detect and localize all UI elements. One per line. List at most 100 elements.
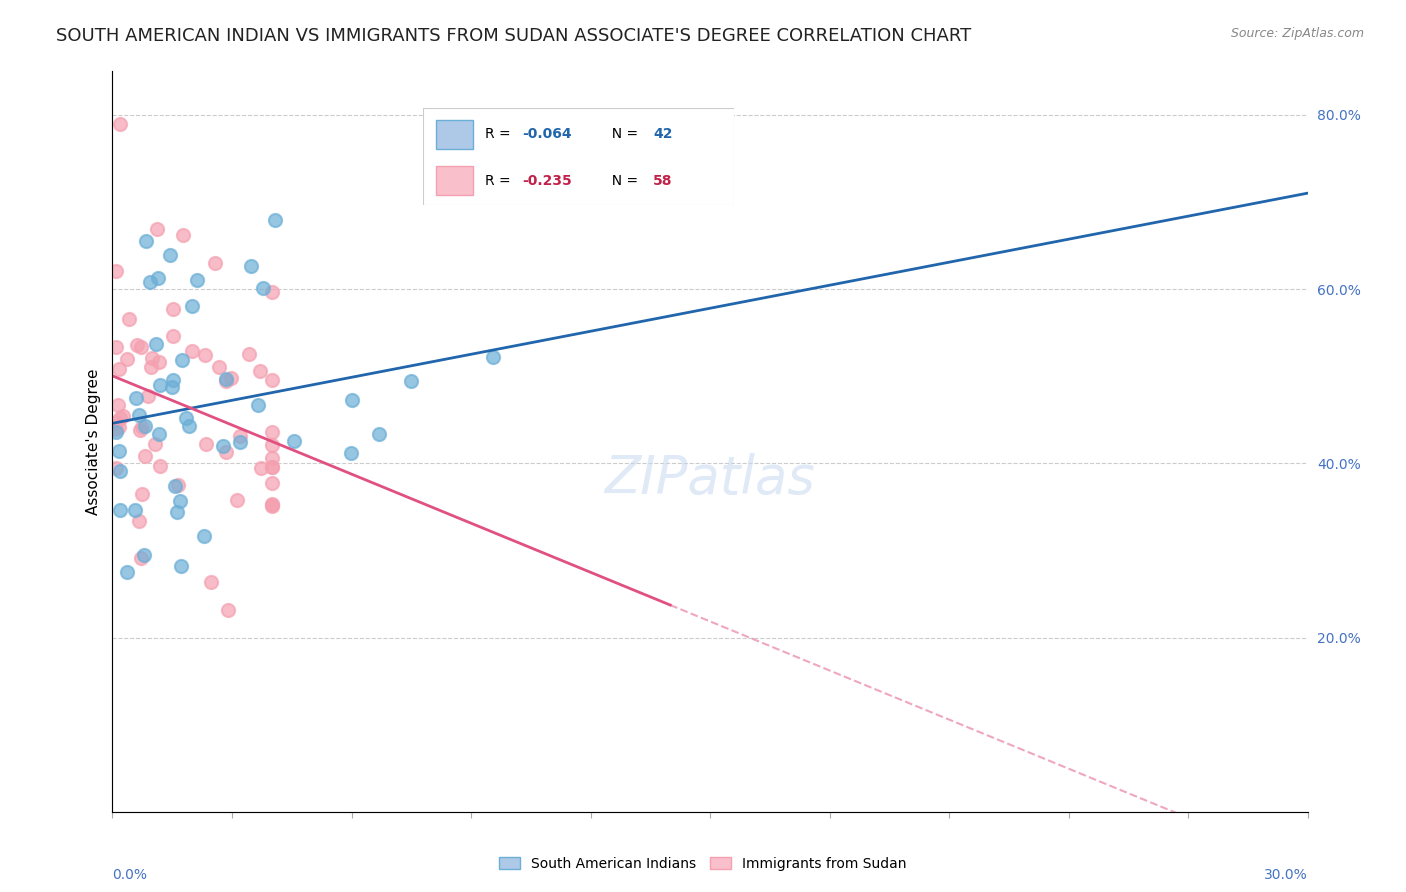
Text: 30.0%: 30.0% <box>1264 868 1308 882</box>
Point <box>194 348 217 362</box>
Point <box>260 459 283 474</box>
Point <box>252 281 274 295</box>
Point <box>110 117 132 131</box>
Point <box>108 419 131 434</box>
Point <box>211 438 233 452</box>
Text: 0.0%: 0.0% <box>112 868 148 882</box>
Point <box>108 444 131 458</box>
Point <box>215 445 238 459</box>
Point <box>105 425 128 439</box>
Point <box>145 337 167 351</box>
Point <box>239 260 262 274</box>
Point <box>149 458 172 473</box>
Point <box>340 393 363 408</box>
Point <box>139 359 162 374</box>
Point <box>215 372 238 386</box>
Point <box>149 377 172 392</box>
Point <box>108 361 131 376</box>
Point <box>229 428 252 442</box>
Point <box>340 446 363 460</box>
Point <box>128 514 150 528</box>
Point <box>145 221 167 235</box>
Point <box>215 375 238 389</box>
Point <box>117 352 139 367</box>
Point <box>115 565 138 579</box>
Point <box>180 300 202 314</box>
Point <box>250 460 273 475</box>
Point <box>105 264 128 278</box>
Point <box>195 437 218 451</box>
Point <box>283 434 305 449</box>
Text: Source: ZipAtlas.com: Source: ZipAtlas.com <box>1230 27 1364 40</box>
Point <box>170 559 193 574</box>
Point <box>139 276 162 290</box>
Point <box>170 353 193 368</box>
Text: ZIPatlas: ZIPatlas <box>605 452 815 505</box>
Point <box>260 285 283 299</box>
Point <box>129 340 152 354</box>
Y-axis label: Associate's Degree: Associate's Degree <box>86 368 101 515</box>
Point <box>105 415 128 429</box>
Point <box>134 418 156 433</box>
Legend: South American Indians, Immigrants from Sudan: South American Indians, Immigrants from … <box>494 851 912 876</box>
Point <box>260 498 283 512</box>
Point <box>180 343 202 358</box>
Point <box>260 460 283 475</box>
Point <box>159 248 181 262</box>
Point <box>260 425 283 439</box>
Point <box>124 503 146 517</box>
Point <box>135 234 157 248</box>
Point <box>169 493 191 508</box>
Point <box>131 487 153 501</box>
Point <box>162 380 184 394</box>
Point <box>219 371 242 385</box>
Point <box>260 476 283 491</box>
Point <box>148 427 170 442</box>
Point <box>249 364 271 378</box>
Point <box>260 499 283 513</box>
Point <box>204 256 226 270</box>
Point <box>172 227 194 242</box>
Point <box>110 503 132 517</box>
Point <box>238 347 260 361</box>
Point <box>260 373 283 387</box>
Point <box>166 505 188 519</box>
Point <box>118 312 141 326</box>
Point <box>125 337 148 351</box>
Point <box>217 603 239 617</box>
Point <box>260 497 283 511</box>
Point <box>105 461 128 475</box>
Point <box>247 398 270 412</box>
Point <box>179 418 201 433</box>
Text: SOUTH AMERICAN INDIAN VS IMMIGRANTS FROM SUDAN ASSOCIATE'S DEGREE CORRELATION CH: SOUTH AMERICAN INDIAN VS IMMIGRANTS FROM… <box>56 27 972 45</box>
Point <box>143 436 166 450</box>
Point <box>260 450 283 465</box>
Point <box>146 270 169 285</box>
Point <box>225 492 247 507</box>
Point <box>132 549 155 563</box>
Point <box>110 411 132 425</box>
Point <box>111 409 134 423</box>
Point <box>134 449 156 463</box>
Point <box>131 419 153 434</box>
Point <box>128 408 150 422</box>
Point <box>263 213 285 227</box>
Point <box>166 478 188 492</box>
Point <box>129 551 152 566</box>
Point <box>107 399 129 413</box>
Point <box>200 574 222 589</box>
Point <box>148 355 170 369</box>
Point <box>368 427 391 442</box>
Point <box>125 391 148 405</box>
Point <box>174 411 197 425</box>
Point <box>165 479 187 493</box>
Point <box>193 529 215 543</box>
Point <box>129 423 152 437</box>
Point <box>186 273 208 287</box>
Point <box>108 464 131 478</box>
Point <box>105 340 128 354</box>
Point <box>162 329 184 343</box>
Point <box>141 351 163 365</box>
Point <box>105 422 128 436</box>
Point <box>208 360 231 375</box>
